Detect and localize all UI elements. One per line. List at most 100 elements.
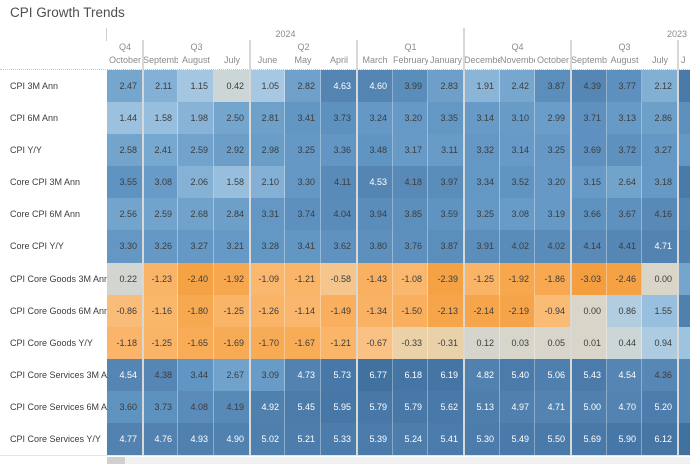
heatmap-cell[interactable]: 1.58 [214,166,250,198]
heatmap-cell[interactable]: 2.99 [535,102,571,134]
heatmap-cell[interactable]: 0.05 [535,327,571,359]
heatmap-cell[interactable]: 1.44 [107,102,143,134]
heatmap-cell[interactable]: -2.46 [607,263,642,295]
heatmap-cell[interactable]: 3.72 [607,134,642,166]
heatmap-cell[interactable]: 2.92 [214,134,250,166]
heatmap-cell[interactable]: 3.52 [500,166,535,198]
heatmap-cell[interactable]: 2.56 [107,198,143,230]
month-header[interactable]: July [651,55,668,65]
heatmap-cell[interactable]: -0.86 [107,295,143,327]
heatmap-cell[interactable]: 3.17 [393,134,428,166]
heatmap-cell[interactable]: -1.08 [393,263,428,295]
month-header[interactable]: March [362,55,388,65]
heatmap-cell[interactable]: -1.34 [357,295,393,327]
heatmap-cell[interactable]: -1.67 [285,327,321,359]
heatmap-cell[interactable]: 2.59 [143,198,178,230]
heatmap-cell[interactable]: 5.06 [535,359,571,391]
heatmap-cell[interactable]: 2.98 [250,134,285,166]
month-header[interactable]: July [223,55,240,65]
heatmap-cell[interactable]: 5.30 [464,423,500,455]
heatmap-cell-partial[interactable] [678,102,690,134]
heatmap-cell[interactable]: 3.66 [571,198,607,230]
heatmap-cell[interactable]: -1.43 [357,263,393,295]
heatmap-cell[interactable]: 3.74 [285,198,321,230]
heatmap-cell[interactable]: 4.63 [321,70,357,102]
heatmap-cell[interactable]: -0.33 [393,327,428,359]
row-label[interactable]: CPI Core Services 6M Ann [10,402,107,412]
heatmap-cell[interactable]: 3.67 [607,198,642,230]
heatmap-cell[interactable]: 2.68 [178,198,214,230]
heatmap-cell[interactable]: 5.79 [357,391,393,423]
heatmap-cell[interactable]: 5.41 [428,423,464,455]
heatmap-cell[interactable]: 3.87 [428,230,464,263]
heatmap-cell[interactable]: 4.71 [642,230,678,263]
heatmap-cell[interactable]: 4.97 [500,391,535,423]
heatmap-cell[interactable]: 6.12 [642,423,678,455]
heatmap-cell[interactable]: 3.21 [214,230,250,263]
heatmap-cell[interactable]: -1.92 [214,263,250,295]
heatmap-cell[interactable]: 3.25 [535,134,571,166]
row-label[interactable]: CPI Core Goods Y/Y [10,338,93,348]
heatmap-cell[interactable]: 3.77 [607,70,642,102]
month-header[interactable]: Septemb.. [571,55,607,65]
heatmap-cell[interactable]: -1.21 [285,263,321,295]
heatmap-cell[interactable]: 5.40 [500,359,535,391]
heatmap-cell[interactable]: 3.30 [285,166,321,198]
month-header[interactable]: May [294,55,312,65]
row-label[interactable]: Core CPI Y/Y [10,241,64,251]
heatmap-cell[interactable]: 2.58 [107,134,143,166]
heatmap-cell[interactable]: 3.31 [250,198,285,230]
row-label[interactable]: CPI Core Goods 6M Ann [10,306,107,316]
heatmap-cell[interactable]: 6.77 [357,359,393,391]
heatmap-cell[interactable]: 3.35 [428,102,464,134]
heatmap-cell[interactable]: 2.47 [107,70,143,102]
heatmap-cell[interactable]: 4.71 [535,391,571,423]
heatmap-cell[interactable]: -2.19 [500,295,535,327]
heatmap-cell-partial[interactable] [678,327,690,359]
heatmap-cell-partial[interactable] [678,166,690,198]
heatmap-cell[interactable]: 3.99 [393,70,428,102]
heatmap-cell[interactable]: 5.79 [393,391,428,423]
heatmap-cell[interactable]: -2.40 [178,263,214,295]
heatmap-cell[interactable]: -3.03 [571,263,607,295]
heatmap-cell[interactable]: 4.54 [607,359,642,391]
heatmap-cell[interactable]: -1.16 [143,295,178,327]
heatmap-cell[interactable]: 0.12 [464,327,500,359]
heatmap-cell[interactable]: -0.31 [428,327,464,359]
heatmap-cell[interactable]: -1.21 [321,327,357,359]
heatmap-cell[interactable]: 4.18 [393,166,428,198]
heatmap-cell[interactable]: 3.80 [357,230,393,263]
month-header[interactable]: June [257,55,278,65]
heatmap-cell[interactable]: 3.32 [464,134,500,166]
heatmap-cell-partial[interactable] [678,70,690,102]
heatmap-cell[interactable]: 2.06 [178,166,214,198]
heatmap-cell[interactable]: 3.41 [285,230,321,263]
row-label[interactable]: CPI Y/Y [10,145,42,155]
heatmap-cell[interactable]: 3.36 [321,134,357,166]
heatmap-cell[interactable]: 5.49 [500,423,535,455]
quarter-header[interactable]: Q2 [297,42,310,52]
heatmap-cell-partial[interactable] [678,295,690,327]
heatmap-cell[interactable]: 3.69 [571,134,607,166]
heatmap-cell[interactable]: 3.10 [500,102,535,134]
heatmap-cell[interactable]: 4.93 [178,423,214,455]
heatmap-cell[interactable]: 3.87 [535,70,571,102]
heatmap-cell[interactable]: 6.18 [393,359,428,391]
heatmap-cell[interactable]: 0.22 [107,263,143,295]
heatmap-cell[interactable]: 4.76 [143,423,178,455]
heatmap-cell[interactable]: 4.77 [107,423,143,455]
heatmap-cell[interactable]: -1.70 [250,327,285,359]
heatmap-cell[interactable]: -1.69 [214,327,250,359]
heatmap-cell[interactable]: 3.59 [428,198,464,230]
heatmap-cell[interactable]: 5.24 [393,423,428,455]
heatmap-cell[interactable]: 3.34 [464,166,500,198]
heatmap-cell[interactable]: 3.91 [464,230,500,263]
heatmap-cell[interactable]: 2.81 [250,102,285,134]
heatmap-cell[interactable]: 1.55 [642,295,678,327]
month-header[interactable]: April [329,55,348,65]
heatmap-cell[interactable]: 2.86 [642,102,678,134]
heatmap-cell[interactable]: 3.20 [393,102,428,134]
heatmap-cell[interactable]: 4.08 [178,391,214,423]
heatmap-cell[interactable]: 5.43 [571,359,607,391]
heatmap-cell[interactable]: 1.91 [464,70,500,102]
